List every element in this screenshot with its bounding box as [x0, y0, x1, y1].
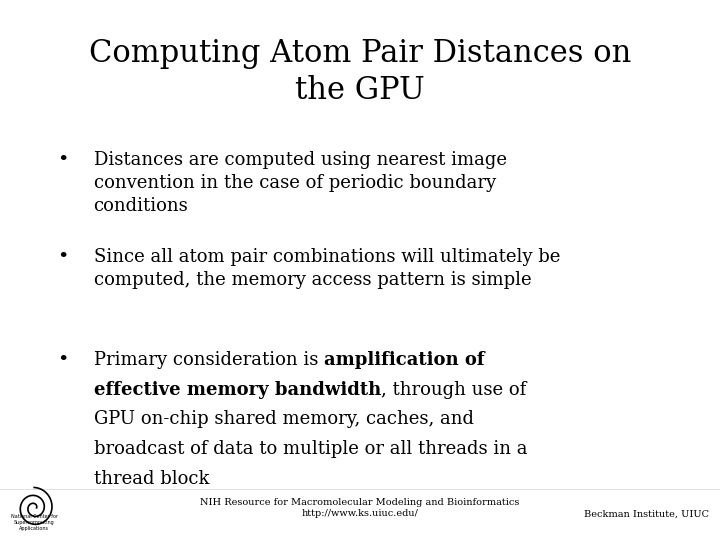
- Text: •: •: [58, 351, 69, 369]
- Text: •: •: [58, 248, 69, 266]
- Text: National Center for
Supercomputing
Applications: National Center for Supercomputing Appli…: [11, 514, 58, 531]
- Text: Beckman Institute, UIUC: Beckman Institute, UIUC: [584, 509, 709, 518]
- Text: •: •: [58, 151, 69, 169]
- Text: amplification of: amplification of: [324, 351, 485, 369]
- Text: NIH Resource for Macromolecular Modeling and Bioinformatics
http://www.ks.uiuc.e: NIH Resource for Macromolecular Modeling…: [200, 497, 520, 518]
- Text: thread block: thread block: [94, 470, 209, 488]
- Text: Distances are computed using nearest image
convention in the case of periodic bo: Distances are computed using nearest ima…: [94, 151, 507, 215]
- Text: Since all atom pair combinations will ultimately be
computed, the memory access : Since all atom pair combinations will ul…: [94, 248, 560, 289]
- Text: Primary consideration is: Primary consideration is: [94, 351, 324, 369]
- Text: effective memory bandwidth: effective memory bandwidth: [94, 381, 381, 399]
- Text: Computing Atom Pair Distances on
the GPU: Computing Atom Pair Distances on the GPU: [89, 38, 631, 106]
- Text: , through use of: , through use of: [381, 381, 526, 399]
- Text: broadcast of data to multiple or all threads in a: broadcast of data to multiple or all thr…: [94, 440, 527, 458]
- Text: GPU on-chip shared memory, caches, and: GPU on-chip shared memory, caches, and: [94, 410, 474, 428]
